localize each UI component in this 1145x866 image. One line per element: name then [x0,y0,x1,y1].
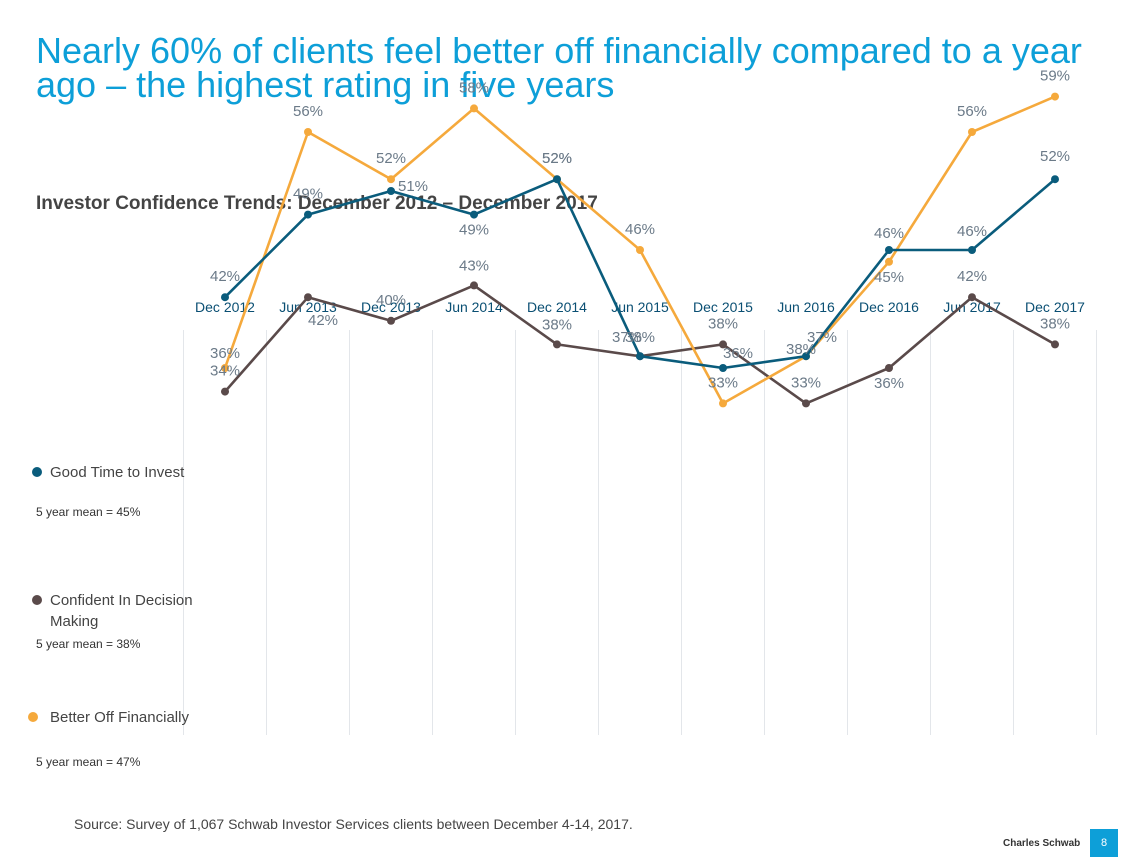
data-label: 42% [957,268,987,285]
data-point [636,246,644,254]
legend-label: Good Time to Invest [50,464,185,481]
data-point [553,340,561,349]
data-point [885,246,893,254]
data-label: 49% [459,222,489,239]
legend-mean: 5 year mean = 38% [36,637,141,651]
data-point [387,187,395,195]
data-label: 51% [398,178,428,195]
data-label: 36% [723,345,753,362]
data-label: 38% [625,329,655,346]
data-label: 34% [210,363,240,380]
data-point [802,352,810,361]
data-label: 37% [807,329,837,346]
data-point [1051,92,1059,101]
source-note: Source: Survey of 1,067 Schwab Investor … [74,816,633,832]
data-point [387,175,395,184]
data-label: 45% [874,269,904,286]
data-label: 49% [293,186,323,203]
data-label: 59% [1040,68,1070,85]
legend-marker-better-off [28,712,38,722]
x-tick-label: Dec 2016 [859,299,919,315]
data-label: 38% [1040,315,1070,332]
data-label: 46% [625,221,655,238]
data-point [1051,340,1059,349]
data-point [968,128,976,136]
data-label: 38% [542,316,572,333]
brand-logo-text: Charles Schwab [1003,838,1081,849]
data-point [968,293,976,302]
data-label: 33% [791,374,821,391]
data-label: 40% [376,292,406,309]
data-point [885,364,893,372]
data-label: 46% [874,225,904,242]
legend-marker-confident [32,595,42,605]
data-label: 56% [957,103,987,120]
x-tick-label: Dec 2015 [693,299,753,315]
data-label: 33% [708,374,738,391]
data-point [1051,175,1059,184]
data-label: 52% [376,150,406,167]
x-tick-label: Jun 2016 [777,299,835,315]
data-label: 38% [786,341,816,358]
legend-label: Better Off Financially [50,709,189,726]
data-label: 52% [1040,148,1070,165]
x-tick-label: Jun 2013 [279,299,337,315]
data-label: 56% [293,103,323,120]
data-label: 37% [612,329,642,346]
data-label: 46% [957,223,987,240]
data-point [885,257,893,266]
x-tick-label: Dec 2012 [195,299,255,315]
legend-label: Confident In Decision Making [50,592,193,630]
data-label: 38% [708,315,738,332]
x-tick-label: Jun 2014 [445,299,503,315]
data-label: 36% [210,345,240,362]
page-title: Nearly 60% of clients feel better off fi… [36,30,1082,105]
data-point [719,364,727,372]
data-point [221,293,229,302]
x-tick-label: Dec 2017 [1025,299,1085,315]
data-label: 42% [308,312,338,329]
data-point [304,210,312,219]
page-number: 8 [1090,829,1118,857]
data-point [470,210,478,219]
data-point [802,399,810,408]
legend-mean: 5 year mean = 47% [36,755,141,769]
x-tick-label: Dec 2013 [361,299,421,315]
data-point [968,246,976,254]
data-point [304,293,312,302]
data-point [387,316,395,325]
x-tick-label: Jun 2015 [611,299,669,315]
legend-marker-good-time [32,467,42,477]
data-label: 52% [542,150,572,167]
data-point [719,399,727,408]
data-point [636,352,644,361]
data-point [221,387,229,396]
data-label: 42% [210,268,240,285]
data-point [221,364,229,372]
data-label: 36% [874,375,904,392]
data-point [470,104,478,113]
legend-mean: 5 year mean = 45% [36,505,141,519]
data-label: 52% [542,150,572,167]
data-point [719,340,727,349]
x-tick-label: Dec 2014 [527,299,587,315]
data-label: 58% [459,79,489,96]
x-tick-label: Jun 2017 [943,299,1001,315]
data-point [553,175,561,184]
data-label: 43% [459,257,489,274]
data-point [304,128,312,136]
data-point [470,281,478,290]
